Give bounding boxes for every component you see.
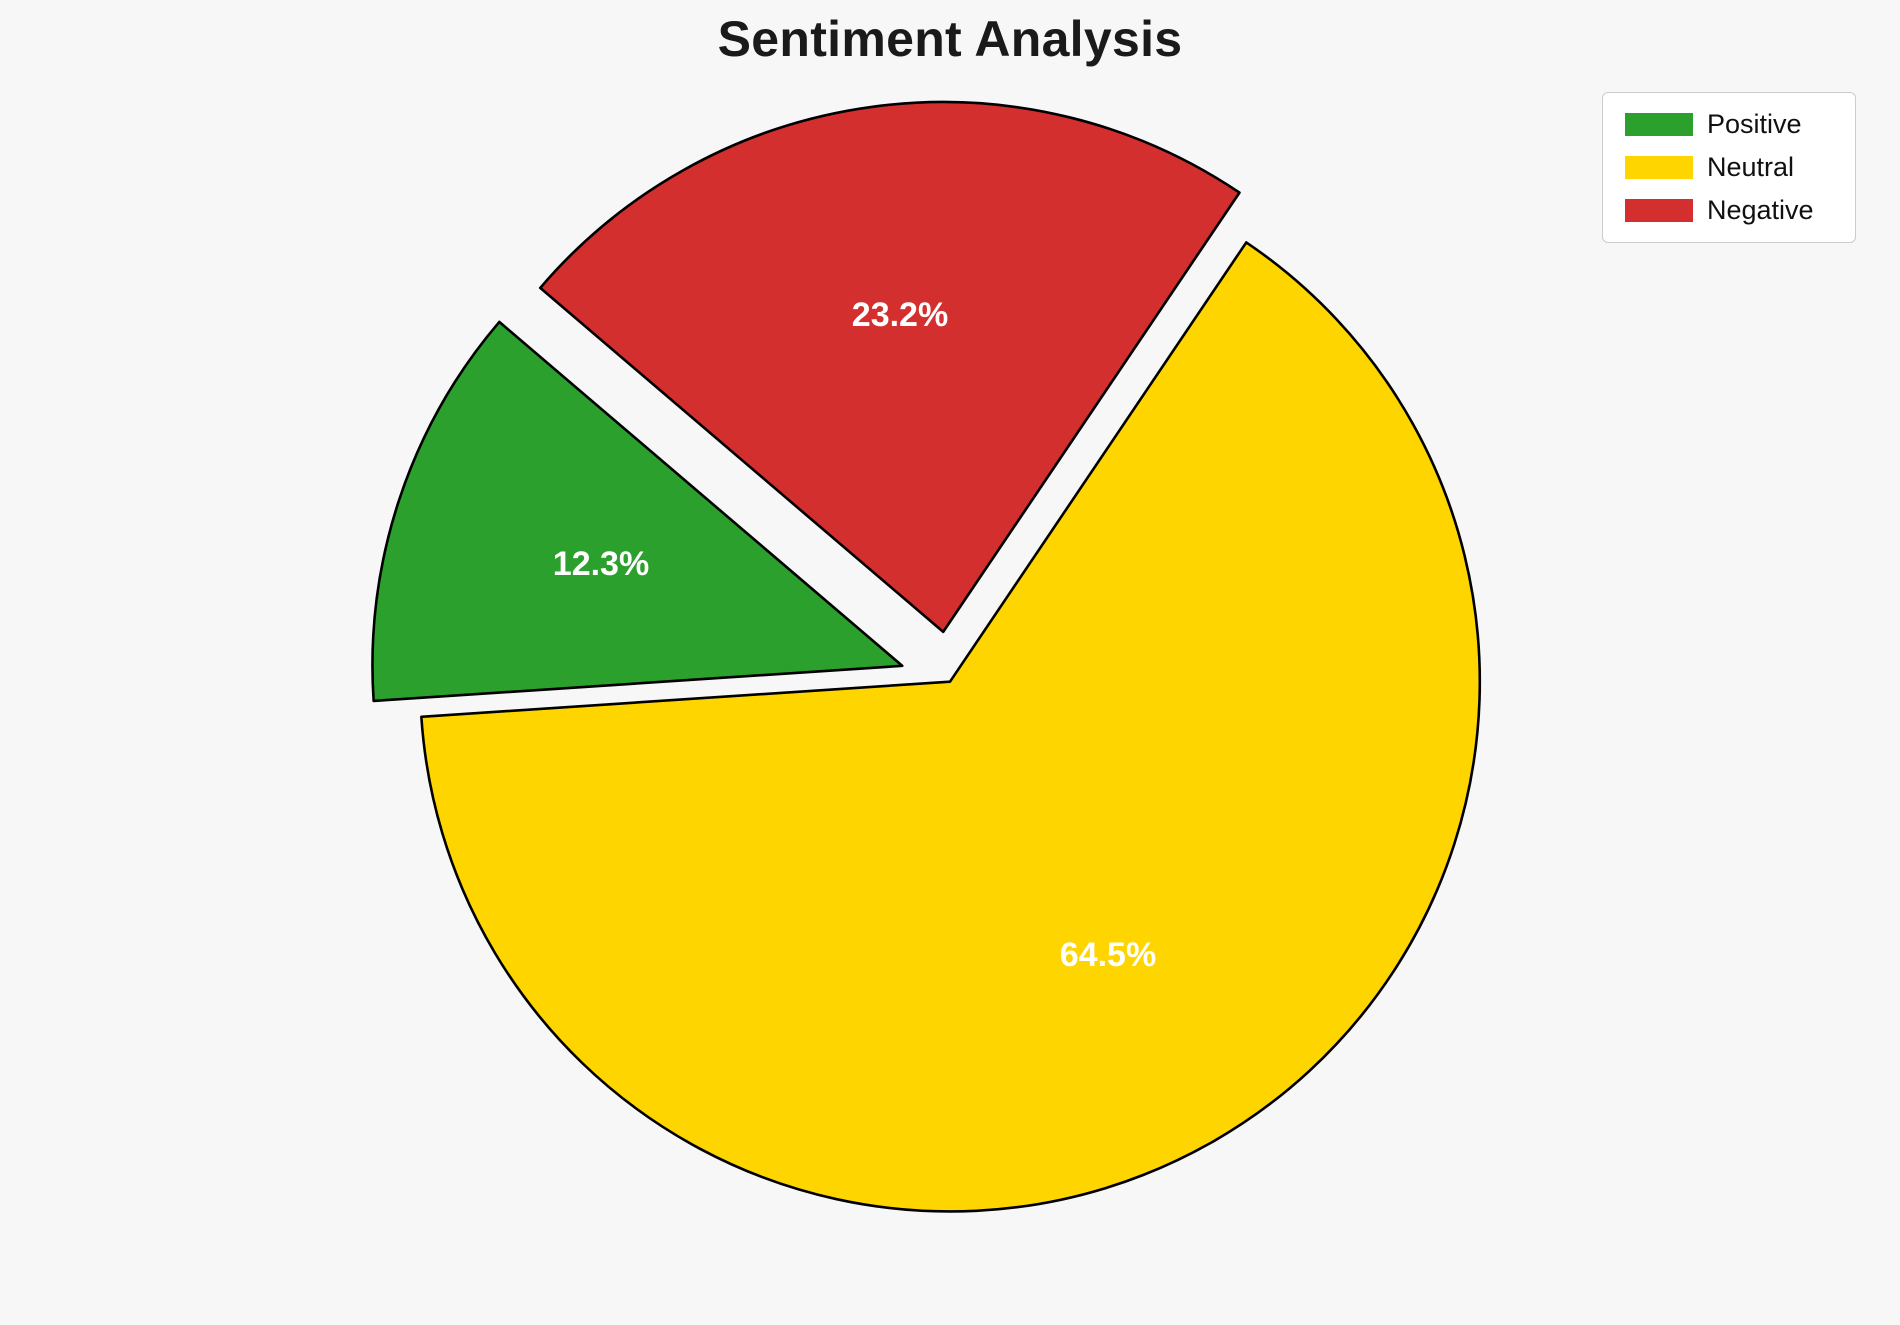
svg-text:12.3%: 12.3% bbox=[553, 545, 649, 583]
svg-text:64.5%: 64.5% bbox=[1060, 936, 1156, 974]
svg-text:23.2%: 23.2% bbox=[852, 296, 948, 334]
